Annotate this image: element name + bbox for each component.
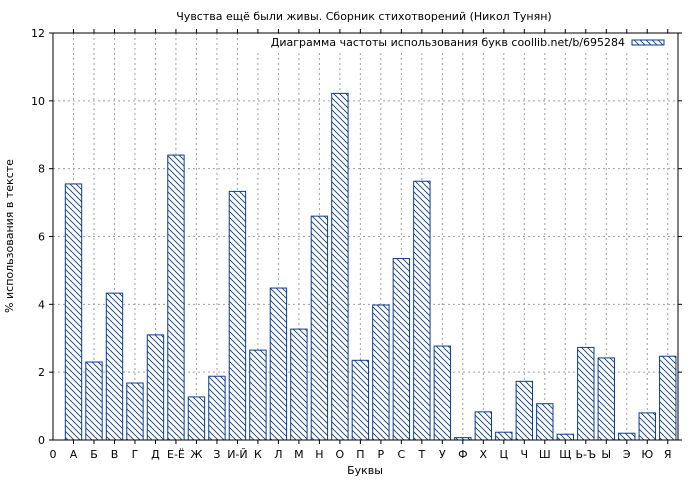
x-tick-label: У [439, 448, 446, 461]
bar-24 [536, 403, 554, 441]
bar-1 [64, 183, 83, 441]
bar-17 [392, 258, 411, 441]
bar-27 [597, 357, 615, 441]
y-tick-label: 6 [38, 231, 45, 244]
x-tick-label: Ф [458, 448, 467, 461]
y-tick-label: 0 [38, 434, 45, 447]
x-tick-label: Т [417, 448, 425, 461]
bar-9 [228, 190, 247, 441]
x-tick-label: Ц [500, 448, 509, 461]
x-tick-label: Ч [521, 448, 529, 461]
y-tick-label: 2 [38, 366, 45, 379]
x-tick-label: М [294, 448, 304, 461]
bar-23 [515, 380, 533, 441]
x-tick-label: Е-Ё [167, 448, 185, 461]
bar-25 [556, 433, 574, 441]
bar-8 [208, 375, 226, 441]
legend-label: Диаграмма частоты использования букв coo… [271, 36, 625, 49]
x-tick-label: А [70, 448, 78, 461]
x-tick-label: Я [664, 448, 672, 461]
x-tick-label: Ю [641, 448, 653, 461]
bar-5 [146, 334, 165, 441]
bar-13 [310, 215, 329, 441]
bar-30 [659, 355, 677, 441]
x-tick-label: Д [151, 448, 160, 461]
bar-22 [495, 431, 513, 441]
bar-18 [413, 180, 431, 441]
bar-3 [105, 292, 124, 441]
x-tick-label: К [254, 448, 262, 461]
bar-26 [577, 346, 595, 441]
bar-10 [249, 349, 267, 441]
chart-title: Чувства ещё были живы. Сборник стихотвор… [176, 10, 551, 23]
x-tick-label: Э [623, 448, 631, 461]
x-tick-label: Ь-Ъ [575, 448, 596, 461]
bar-7 [187, 396, 206, 441]
x-tick-label: З [213, 448, 220, 461]
x-tick-label: С [398, 448, 406, 461]
x-axis-ticks: 0 А Б В Г Д Е-Ё Ж З И-Й К Л М Н О П Р С Т У Ф Х Ц Ч Ш Щ Ь-Ъ Ы Э Ю Я [50, 29, 672, 461]
bars [64, 92, 677, 441]
x-tick-label: О [336, 448, 345, 461]
bar-4 [126, 382, 144, 441]
y-tick-label: 10 [31, 95, 45, 108]
bar-19 [433, 345, 452, 441]
x-tick-label: Ы [601, 448, 611, 461]
x-tick-label: Л [274, 448, 282, 461]
x-axis-label: Буквы [347, 464, 383, 477]
x-tick-label: Б [90, 448, 98, 461]
y-axis-label: % использования в тексте [3, 159, 16, 313]
x-tick-label: Р [378, 448, 385, 461]
bar-16 [372, 304, 390, 441]
x-tick-label: П [356, 448, 364, 461]
bar-28 [618, 432, 636, 441]
x-tick-label: Х [480, 448, 488, 461]
x-tick-label: В [111, 448, 119, 461]
bar-15 [351, 359, 370, 441]
y-tick-label: 12 [31, 27, 45, 40]
x-tick-label: Щ [559, 448, 571, 461]
x-tick-label: И-Й [227, 448, 247, 461]
x-tick-label: Ш [539, 448, 551, 461]
y-tick-label: 4 [38, 298, 45, 311]
legend-swatch [631, 39, 665, 46]
legend: Диаграмма частоты использования букв coo… [240, 34, 674, 50]
bar-14 [331, 92, 349, 441]
bar-2 [85, 361, 103, 441]
y-axis-ticks: 0 2 4 6 8 10 12 [31, 27, 682, 447]
bar-11 [269, 287, 288, 441]
bar-21 [474, 411, 493, 441]
x-tick-label-origin: 0 [50, 448, 57, 461]
bar-12 [290, 328, 308, 441]
x-tick-label: Н [315, 448, 323, 461]
x-tick-label: Ж [191, 448, 203, 461]
bar-29 [638, 412, 656, 441]
legend-background [240, 34, 674, 50]
bar-6 [167, 154, 185, 441]
grid [53, 33, 678, 440]
x-tick-label: Г [132, 448, 139, 461]
y-tick-label: 8 [38, 163, 45, 176]
